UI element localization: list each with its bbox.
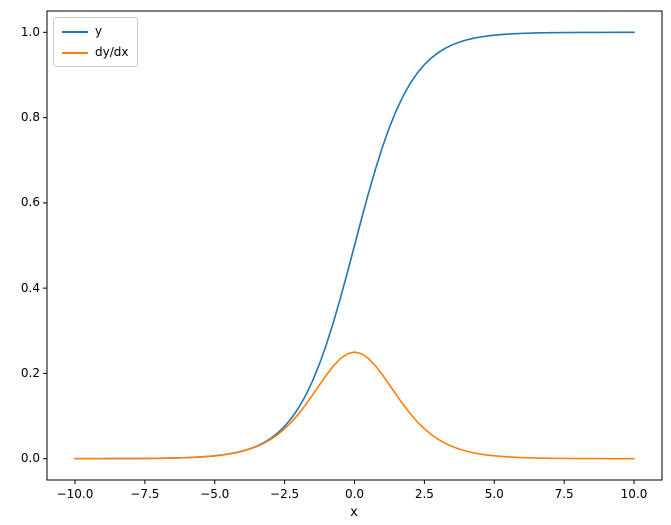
x-tick-label: 10.0	[620, 487, 648, 501]
y-tick-label: 0.4	[20, 280, 40, 295]
x-tick-label: −2.5	[270, 487, 300, 501]
y-tick-label: 0.6	[20, 195, 40, 210]
legend-label-y: y	[95, 24, 103, 38]
y-tick-label: 0.2	[20, 365, 40, 380]
legend-label-dy-dx: dy/dx	[95, 45, 129, 59]
x-tick-label: −5.0	[200, 487, 230, 501]
y-tick-label: 0.8	[20, 110, 40, 125]
x-tick-label: 2.5	[414, 487, 434, 501]
series-line-dy-dx	[74, 351, 635, 460]
legend-entry-dy-dx: dy/dx	[62, 44, 128, 61]
x-axis-label: x	[350, 505, 358, 520]
plot-border	[46, 10, 663, 481]
x-tick-label: −10.0	[56, 487, 94, 501]
x-tick-label: 0.0	[344, 487, 365, 501]
legend-line-sample-dy-dx	[62, 51, 88, 54]
x-tick-label: 5.0	[484, 487, 504, 501]
legend: y dy/dx	[53, 17, 139, 67]
y-tick-label: 1.0	[20, 24, 40, 39]
legend-line-sample-y	[62, 30, 88, 33]
x-tick-label: −7.5	[130, 487, 160, 501]
legend-entry-y: y	[62, 23, 128, 40]
y-tick-label: 0.0	[20, 451, 40, 466]
x-tick-label: 7.5	[554, 487, 574, 501]
